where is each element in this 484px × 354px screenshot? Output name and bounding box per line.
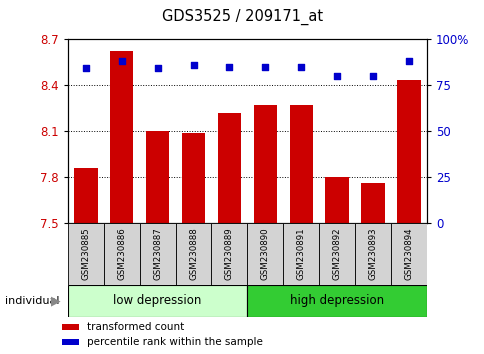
Text: GSM230894: GSM230894 (404, 228, 412, 280)
Text: GSM230893: GSM230893 (368, 228, 377, 280)
Text: GSM230886: GSM230886 (117, 228, 126, 280)
Text: GSM230891: GSM230891 (296, 228, 305, 280)
Bar (74, 168, 97, 223)
Bar (396, 80, 420, 223)
Point (153, 65, 161, 71)
Point (82, 65, 90, 71)
Bar (390, 223, 426, 285)
Bar (62, 339, 78, 345)
Bar (318, 223, 354, 285)
Point (297, 64, 304, 69)
Bar (110, 51, 133, 223)
Point (368, 73, 376, 79)
Point (118, 58, 125, 64)
Text: GSM230889: GSM230889 (225, 228, 233, 280)
Bar (211, 223, 247, 285)
Text: ▶: ▶ (51, 295, 60, 307)
Bar (283, 223, 318, 285)
Text: low depression: low depression (113, 295, 201, 307)
Text: GSM230890: GSM230890 (260, 228, 269, 280)
Point (261, 64, 269, 69)
Text: high depression: high depression (289, 295, 383, 307)
Text: percentile rank within the sample: percentile rank within the sample (87, 337, 262, 347)
Point (189, 62, 197, 68)
Text: GSM230888: GSM230888 (189, 228, 197, 280)
Bar (361, 183, 384, 223)
Point (333, 73, 340, 79)
Bar (182, 132, 205, 223)
Bar (62, 324, 78, 330)
Text: GSM230887: GSM230887 (153, 228, 162, 280)
Bar (139, 223, 175, 285)
Bar (354, 223, 390, 285)
Text: individual: individual (5, 296, 59, 306)
Bar (68, 285, 247, 317)
Bar (68, 223, 104, 285)
Text: GSM230892: GSM230892 (332, 228, 341, 280)
Point (404, 58, 412, 64)
Bar (146, 131, 169, 223)
Point (225, 64, 233, 69)
Bar (217, 113, 241, 223)
Bar (175, 223, 211, 285)
Text: transformed count: transformed count (87, 322, 184, 332)
Bar (247, 223, 283, 285)
Bar (253, 105, 276, 223)
Bar (289, 105, 312, 223)
Text: GDS3525 / 209171_at: GDS3525 / 209171_at (162, 9, 322, 25)
Bar (247, 285, 426, 317)
Bar (104, 223, 139, 285)
Text: GSM230885: GSM230885 (81, 228, 90, 280)
Bar (325, 177, 348, 223)
